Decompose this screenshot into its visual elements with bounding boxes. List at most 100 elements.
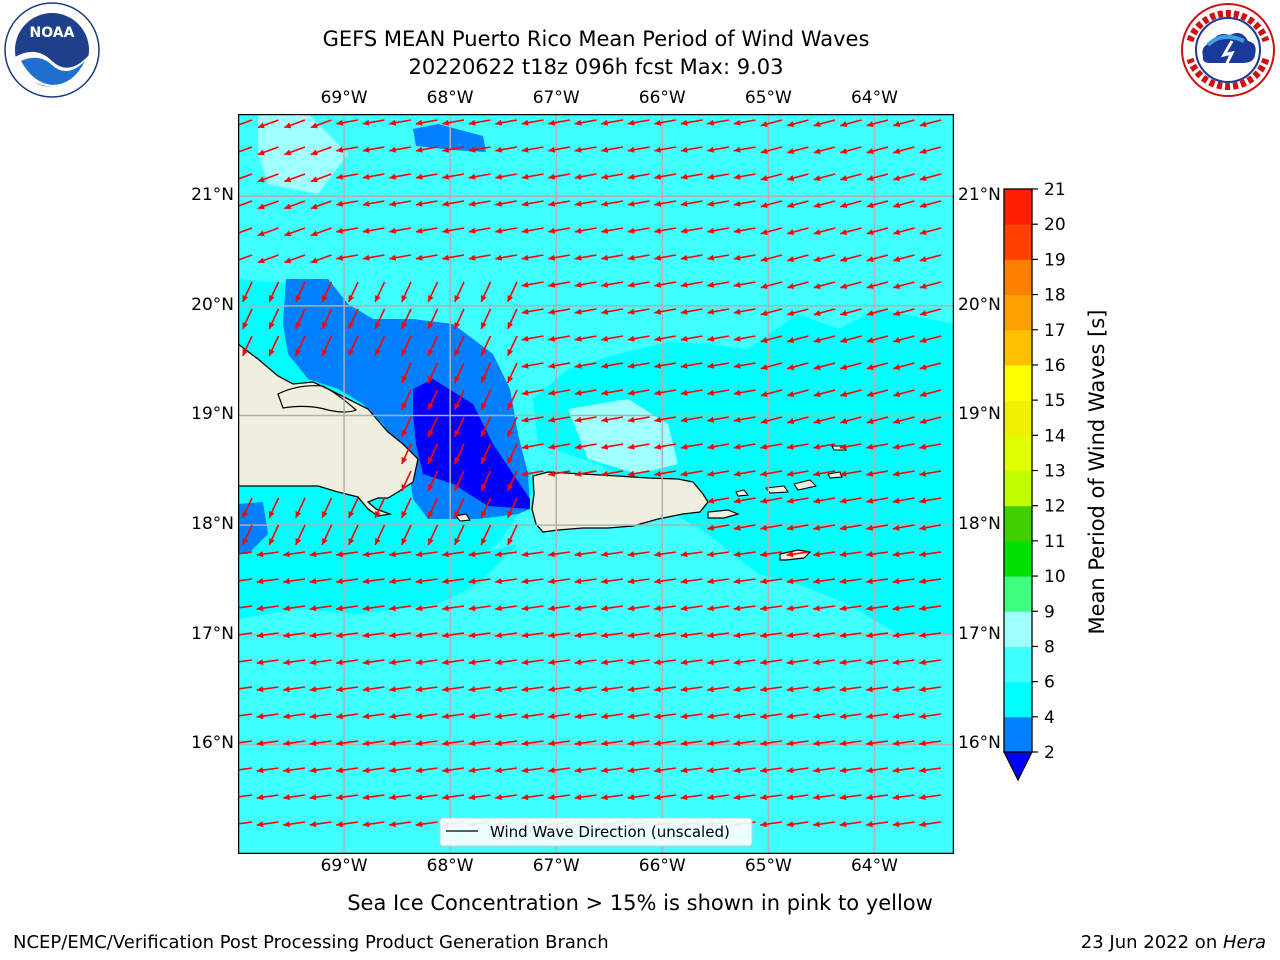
wave-direction-arrowhead	[336, 254, 344, 261]
wave-direction-arrowhead	[760, 632, 767, 639]
wave-direction-arrowhead	[627, 551, 635, 558]
wave-direction-arrowhead	[309, 659, 317, 666]
wave-direction-arrowhead	[892, 740, 900, 747]
wave-direction-arrowhead	[733, 416, 741, 423]
wave-direction-arrowhead	[428, 321, 434, 329]
wave-direction-arrowhead	[415, 713, 423, 720]
wave-direction-arrowhead	[601, 254, 609, 261]
wave-direction-arrowhead	[269, 294, 275, 302]
wave-direction-arrowhead	[495, 767, 502, 774]
wave-direction-arrowhead	[495, 686, 502, 693]
wave-direction-arrowhead	[336, 632, 343, 639]
legend-label: Wind Wave Direction (unscaled)	[490, 823, 730, 841]
footer-right: 23 Jun 2022 on Hera	[1081, 932, 1266, 953]
wave-direction-arrowhead	[574, 146, 582, 153]
wave-direction-arrowhead	[336, 794, 343, 801]
wave-direction-arrowhead	[548, 335, 556, 342]
wave-direction-arrowhead	[840, 175, 848, 182]
wave-direction-arrowhead	[707, 389, 715, 396]
wave-direction-arrowhead	[548, 794, 555, 801]
wave-direction-arrowhead	[627, 281, 635, 288]
wave-direction-arrowhead	[322, 294, 328, 302]
lon-tick-bottom: 64°W	[850, 856, 898, 876]
wave-direction-arrowhead	[521, 200, 529, 207]
wave-direction-arrowhead	[468, 200, 476, 207]
wave-direction-arrowhead	[840, 202, 848, 209]
wave-direction-arrowhead	[733, 389, 741, 396]
wave-direction-arrowhead	[548, 659, 555, 666]
wave-direction-arrowhead	[760, 551, 767, 558]
wave-direction-arrowhead	[521, 686, 529, 693]
colorbar-segment	[1004, 435, 1032, 471]
wave-direction-arrowhead	[654, 362, 662, 369]
wave-direction-arrowhead	[428, 375, 434, 383]
wave-direction-arrowhead	[468, 605, 476, 612]
wave-direction-arrowhead	[627, 632, 635, 639]
wave-direction-arrowhead	[813, 175, 821, 182]
colorbar-segment	[1004, 259, 1032, 296]
wave-direction-arrowhead	[813, 337, 821, 344]
wave-direction-arrowhead	[574, 551, 582, 558]
wave-direction-arrowhead	[813, 443, 821, 450]
wave-direction-arrowhead	[680, 416, 688, 423]
colorbar-segment	[1004, 611, 1032, 647]
wave-direction-arrowhead	[680, 713, 688, 720]
wave-direction-arrowhead	[548, 146, 556, 153]
wave-direction-arrowhead	[680, 470, 688, 477]
wave-direction-arrowhead	[521, 308, 529, 315]
wave-direction-arrow	[238, 119, 253, 126]
wave-direction-arrowhead	[428, 429, 434, 437]
wave-direction-arrowhead	[707, 335, 715, 342]
wave-direction-arrowhead	[495, 578, 502, 585]
wave-direction-arrowhead	[548, 713, 555, 720]
wave-direction-arrowhead	[428, 348, 434, 356]
wave-direction-arrowhead	[401, 510, 408, 518]
wave-direction-arrowhead	[866, 578, 873, 585]
wave-direction-arrowhead	[680, 551, 688, 558]
wave-direction-arrowhead	[548, 416, 556, 423]
wave-direction-arrowhead	[813, 713, 820, 720]
hispaniola-land	[238, 343, 419, 517]
wave-direction-arrowhead	[654, 632, 661, 639]
wave-direction-arrowhead	[574, 659, 582, 666]
wave-direction-arrowhead	[627, 659, 635, 666]
wave-direction-arrowhead	[362, 740, 370, 747]
wave-direction-arrowhead	[548, 254, 556, 261]
wave-direction-arrowhead	[839, 686, 847, 693]
wave-direction-arrowhead	[336, 686, 343, 693]
wave-direction-arrowhead	[733, 713, 741, 720]
wave-direction-arrowhead	[468, 713, 476, 720]
wave-direction-arrow	[238, 227, 253, 234]
wave-direction-arrowhead	[495, 605, 502, 612]
wave-direction-arrowhead	[787, 229, 795, 236]
wave-direction-arrowhead	[680, 767, 688, 774]
wave-direction-arrowhead	[454, 348, 461, 356]
colorbar-under-triangle	[1003, 751, 1033, 782]
wave-direction-arrowhead	[733, 443, 741, 450]
wave-direction-arrowhead	[893, 391, 901, 398]
wave-direction-arrowhead	[760, 821, 767, 828]
wave-direction-arrowhead	[866, 443, 874, 450]
wave-direction-arrowhead	[654, 254, 662, 261]
wave-direction-arrowhead	[627, 308, 635, 315]
wave-direction-arrowhead	[627, 254, 635, 261]
wave-direction-arrowhead	[442, 119, 450, 126]
wave-direction-arrowhead	[468, 227, 476, 234]
wave-direction-arrowhead	[707, 470, 715, 477]
wave-direction-arrowhead	[336, 173, 344, 180]
wave-direction-arrowhead	[627, 470, 635, 477]
wave-direction-arrowhead	[866, 524, 874, 531]
wave-direction-arrowhead	[627, 794, 635, 801]
wave-direction-arrowhead	[521, 632, 529, 639]
lon-tick-top: 69°W	[320, 88, 368, 108]
colorbar-segment	[1004, 189, 1032, 225]
period-under-2-core	[413, 379, 530, 509]
wave-direction-arrowhead	[733, 605, 741, 612]
wave-direction-arrowhead	[840, 229, 848, 236]
wave-direction-arrowhead	[362, 713, 370, 720]
wave-direction-arrowhead	[680, 227, 688, 234]
wave-direction-arrowhead	[601, 767, 608, 774]
wave-direction-arrowhead	[680, 146, 688, 153]
wave-direction-arrowhead	[787, 148, 795, 155]
wave-direction-arrowhead	[601, 578, 608, 585]
